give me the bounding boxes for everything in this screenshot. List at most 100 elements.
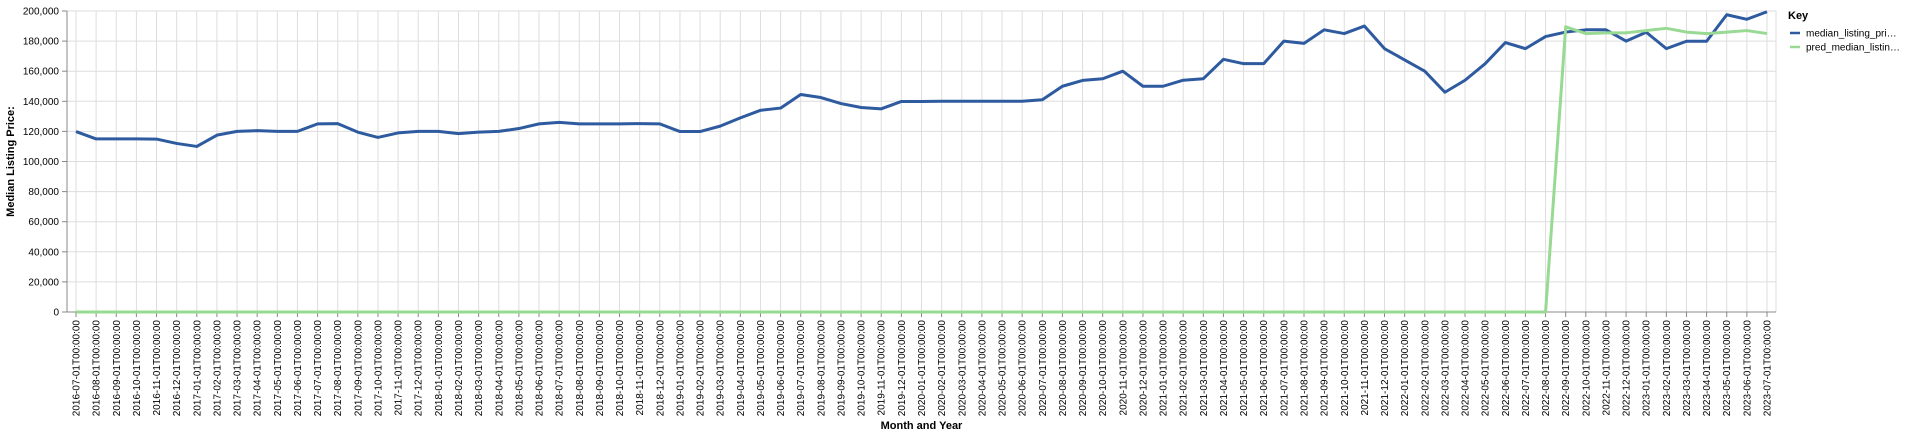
x-tick-label: 2019-10-01T00:00:00: [857, 320, 868, 417]
y-tick-label: 60,000: [28, 217, 59, 228]
x-tick-label: 2023-07-01T00:00:00: [1763, 320, 1774, 417]
x-tick-label: 2022-06-01T00:00:00: [1501, 320, 1512, 417]
x-tick-label: 2021-11-01T00:00:00: [1360, 320, 1371, 416]
legend-title: Key: [1788, 10, 1809, 22]
x-tick-label: 2020-03-01T00:00:00: [957, 320, 968, 417]
x-tick-label: 2019-06-01T00:00:00: [776, 320, 787, 417]
x-tick-label: 2020-04-01T00:00:00: [977, 320, 988, 417]
y-tick-label: 180,000: [23, 37, 60, 48]
x-tick-label: 2021-03-01T00:00:00: [1199, 320, 1210, 417]
x-tick-label: 2022-07-01T00:00:00: [1521, 320, 1532, 417]
x-tick-label: 2017-12-01T00:00:00: [414, 320, 425, 417]
x-tick-label: 2017-10-01T00:00:00: [373, 320, 384, 417]
x-tick-label: 2018-10-01T00:00:00: [615, 320, 626, 417]
x-tick-label: 2022-11-01T00:00:00: [1601, 320, 1612, 416]
x-tick-label: 2020-06-01T00:00:00: [1018, 320, 1029, 417]
x-tick-label: 2021-04-01T00:00:00: [1219, 320, 1230, 417]
x-tick-label: 2023-05-01T00:00:00: [1722, 320, 1733, 417]
x-tick-label: 2019-03-01T00:00:00: [716, 320, 727, 417]
x-tick-label: 2016-10-01T00:00:00: [132, 320, 143, 417]
x-tick-label: 2022-12-01T00:00:00: [1622, 320, 1633, 417]
x-tick-label: 2020-09-01T00:00:00: [1078, 320, 1089, 417]
x-tick-label: 2018-07-01T00:00:00: [555, 320, 566, 417]
x-tick-label: 2022-09-01T00:00:00: [1561, 320, 1572, 417]
x-tick-label: 2022-04-01T00:00:00: [1461, 320, 1472, 417]
x-tick-label: 2019-09-01T00:00:00: [836, 320, 847, 417]
x-tick-label: 2023-01-01T00:00:00: [1642, 320, 1653, 417]
y-axis: 0 20,000 40,000 60,000 80,000 100,000 120,000 1…: [23, 7, 68, 319]
x-tick-label: 2021-10-01T00:00:00: [1340, 320, 1351, 417]
x-tick-label: 2018-09-01T00:00:00: [595, 320, 606, 417]
x-tick-label: 2022-10-01T00:00:00: [1581, 320, 1592, 417]
x-tick-label: 2019-08-01T00:00:00: [816, 320, 827, 417]
x-tick-label: 2021-07-01T00:00:00: [1279, 320, 1290, 417]
x-tick-label: 2021-01-01T00:00:00: [1159, 320, 1170, 417]
x-tick-label: 2017-05-01T00:00:00: [273, 320, 284, 417]
x-tick-label: 2017-07-01T00:00:00: [313, 320, 324, 417]
y-tick-label: 40,000: [28, 247, 59, 258]
x-tick-label: 2019-02-01T00:00:00: [696, 320, 707, 417]
x-tick-label: 2018-12-01T00:00:00: [655, 320, 666, 417]
y-tick-label: 0: [53, 308, 59, 319]
x-tick-label: 2019-11-01T00:00:00: [877, 320, 888, 416]
x-tick-label: 2018-08-01T00:00:00: [575, 320, 586, 417]
x-tick-label: 2020-08-01T00:00:00: [1058, 320, 1069, 417]
legend-label: pred_median_listin…: [1806, 43, 1900, 54]
x-tick-label: 2017-08-01T00:00:00: [333, 320, 344, 417]
x-tick-label: 2016-07-01T00:00:00: [72, 320, 83, 417]
y-tick-label: 120,000: [23, 127, 60, 138]
x-tick-label: 2022-08-01T00:00:00: [1541, 320, 1552, 417]
x-tick-label: 2018-11-01T00:00:00: [635, 320, 646, 416]
x-tick-label: 2022-02-01T00:00:00: [1420, 320, 1431, 417]
x-tick-label: 2021-05-01T00:00:00: [1239, 320, 1250, 417]
x-tick-label: 2020-12-01T00:00:00: [1138, 320, 1149, 417]
x-axis-title: Month and Year: [881, 420, 963, 432]
x-tick-label: 2018-03-01T00:00:00: [474, 320, 485, 417]
x-tick-label: 2017-01-01T00:00:00: [192, 320, 203, 417]
y-tick-label: 80,000: [28, 187, 59, 198]
x-tick-label: 2019-01-01T00:00:00: [675, 320, 686, 417]
series-lines: [75, 10, 1768, 314]
y-tick-label: 200,000: [23, 7, 60, 18]
y-tick-label: 140,000: [23, 97, 60, 108]
x-tick-label: 2016-09-01T00:00:00: [112, 320, 123, 417]
x-tick-label: 2022-05-01T00:00:00: [1481, 320, 1492, 417]
x-tick-label: 2017-06-01T00:00:00: [293, 320, 304, 417]
x-tick-label: 2022-03-01T00:00:00: [1440, 320, 1451, 417]
y-axis-title: Median Listing Price:: [5, 106, 17, 217]
x-tick-label: 2023-02-01T00:00:00: [1662, 320, 1673, 417]
x-tick-label: 2020-11-01T00:00:00: [1118, 320, 1129, 416]
x-tick-label: 2016-12-01T00:00:00: [172, 320, 183, 417]
x-tick-label: 2021-12-01T00:00:00: [1380, 320, 1391, 417]
x-tick-label: 2019-04-01T00:00:00: [736, 320, 747, 417]
x-tick-label: 2017-04-01T00:00:00: [253, 320, 264, 417]
legend: Key median_listing_pri… pred_median_listi…: [1788, 10, 1900, 54]
x-tick-label: 2020-10-01T00:00:00: [1098, 320, 1109, 417]
x-tick-label: 2020-07-01T00:00:00: [1038, 320, 1049, 417]
x-tick-label: 2023-06-01T00:00:00: [1742, 320, 1753, 417]
x-tick-label: 2017-09-01T00:00:00: [353, 320, 364, 417]
x-tick-label: 2019-12-01T00:00:00: [897, 320, 908, 417]
x-tick-label: 2021-09-01T00:00:00: [1320, 320, 1331, 417]
x-tick-label: 2016-11-01T00:00:00: [152, 320, 163, 416]
x-tick-label: 2018-05-01T00:00:00: [514, 320, 525, 417]
x-tick-label: 2016-08-01T00:00:00: [92, 320, 103, 417]
x-tick-label: 2020-05-01T00:00:00: [998, 320, 1009, 417]
gridlines: [66, 10, 1777, 313]
x-tick-label: 2021-02-01T00:00:00: [1179, 320, 1190, 417]
x-tick-label: 2021-08-01T00:00:00: [1299, 320, 1310, 417]
y-tick-label: 100,000: [23, 157, 60, 168]
x-tick-label: 2020-01-01T00:00:00: [917, 320, 928, 417]
x-tick-label: 2019-07-01T00:00:00: [796, 320, 807, 417]
x-tick-label: 2017-03-01T00:00:00: [233, 320, 244, 417]
x-tick-label: 2017-11-01T00:00:00: [394, 320, 405, 416]
legend-label: median_listing_pri…: [1806, 29, 1897, 40]
x-axis: 2016-07-01T00:00:00 2016-08-01T00:00:00 20…: [67, 311, 1776, 417]
y-tick-label: 160,000: [23, 67, 60, 78]
series-line-2: [76, 25, 1768, 314]
series-line-1: [75, 10, 1768, 148]
x-tick-label: 2018-04-01T00:00:00: [494, 320, 505, 417]
x-tick-label: 2018-06-01T00:00:00: [535, 320, 546, 417]
x-tick-label: 2022-01-01T00:00:00: [1400, 320, 1411, 417]
